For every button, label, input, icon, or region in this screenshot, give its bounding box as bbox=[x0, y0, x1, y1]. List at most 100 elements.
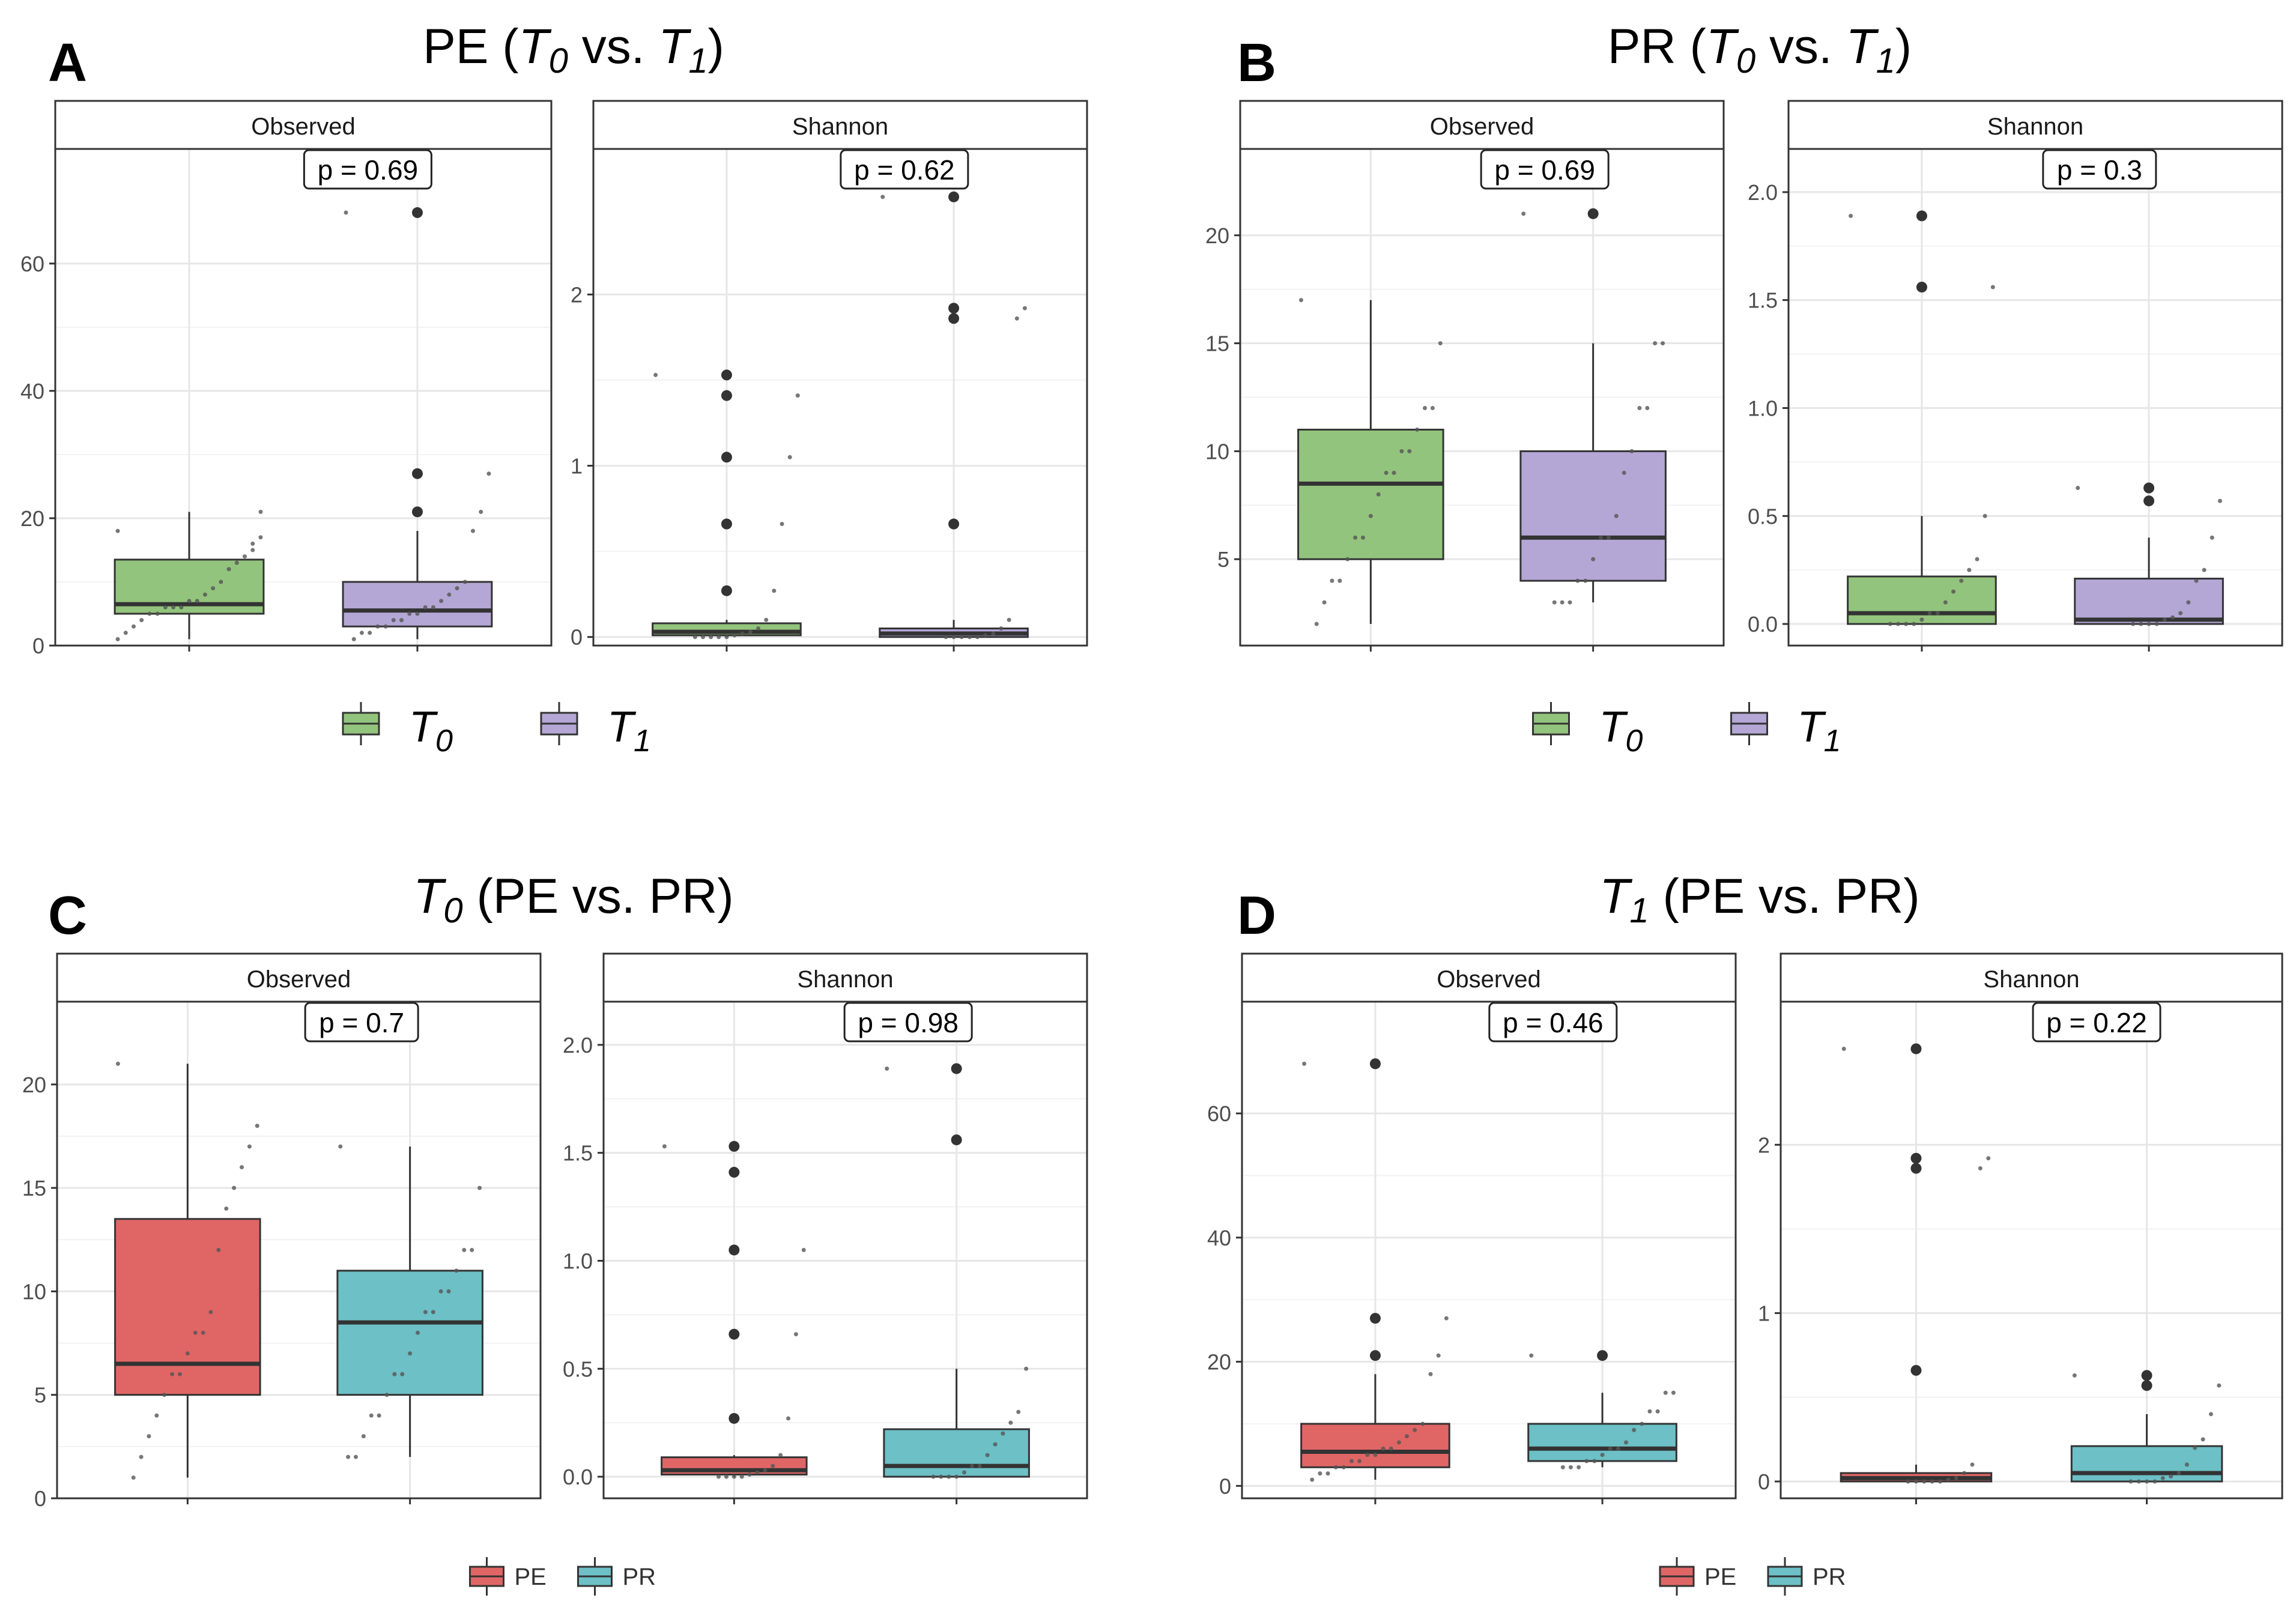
title-time-symbol: T bbox=[658, 19, 691, 74]
jitter-point bbox=[885, 1066, 889, 1071]
legend: T0 T1 bbox=[342, 702, 651, 758]
box-pe bbox=[114, 1061, 261, 1480]
jitter-point bbox=[724, 635, 729, 640]
box-iqr bbox=[1519, 450, 1667, 582]
pvalue-label: p = 0.3 bbox=[2057, 154, 2142, 186]
jitter-point bbox=[155, 611, 160, 616]
jitter-point bbox=[163, 605, 168, 610]
jitter-point bbox=[431, 1310, 435, 1315]
jitter-point bbox=[954, 1474, 959, 1479]
jitter-point bbox=[1647, 1409, 1652, 1414]
jitter-point bbox=[147, 611, 152, 616]
outlier-point bbox=[1587, 208, 1599, 219]
jitter-point bbox=[2184, 1462, 2189, 1467]
jitter-point bbox=[1365, 1453, 1370, 1457]
jitter-point bbox=[131, 1475, 136, 1480]
jitter-point bbox=[2193, 1445, 2198, 1450]
legend: PE PR bbox=[1659, 1557, 1846, 1596]
jitter-point bbox=[250, 548, 255, 552]
jitter-point bbox=[346, 1454, 351, 1459]
jitter-point bbox=[1930, 1479, 1934, 1484]
jitter-point bbox=[1007, 617, 1011, 622]
plot-background bbox=[593, 149, 1087, 646]
jitter-point bbox=[407, 611, 412, 616]
jitter-point bbox=[1608, 1446, 1613, 1451]
jitter-point bbox=[154, 1413, 159, 1418]
legend-label: T0 bbox=[409, 703, 453, 758]
jitter-point bbox=[115, 1061, 120, 1066]
y-tick-label: 1.5 bbox=[1748, 288, 1778, 313]
box-pr bbox=[883, 1063, 1030, 1479]
box-pe bbox=[661, 1140, 808, 1479]
jitter-point bbox=[1552, 600, 1557, 605]
outlier-point bbox=[728, 1244, 740, 1256]
box-iqr bbox=[1847, 575, 1997, 625]
jitter-point bbox=[115, 528, 120, 533]
jitter-point bbox=[1389, 1446, 1393, 1451]
jitter-point bbox=[234, 560, 239, 565]
legend-key bbox=[577, 1557, 613, 1596]
jitter-point bbox=[1959, 578, 1964, 583]
y-tick-label: 15 bbox=[1205, 331, 1229, 356]
jitter-point bbox=[1927, 611, 1932, 616]
jitter-point bbox=[1568, 1465, 1573, 1469]
jitter-point bbox=[1967, 567, 1972, 572]
jitter-point bbox=[1373, 1453, 1378, 1457]
jitter-point bbox=[399, 618, 404, 623]
jitter-point bbox=[479, 509, 483, 514]
jitter-point bbox=[171, 605, 176, 610]
y-tick-label: 20 bbox=[22, 1073, 46, 1097]
jitter-point bbox=[247, 1144, 252, 1149]
y-tick-label: 1 bbox=[571, 454, 583, 479]
legend-key bbox=[1767, 1557, 1803, 1596]
jitter-point bbox=[1645, 405, 1650, 410]
jitter-point bbox=[1584, 1459, 1589, 1463]
jitter-point bbox=[1849, 213, 1853, 218]
jitter-point bbox=[2139, 622, 2143, 626]
y-tick-label: 1.0 bbox=[1748, 396, 1778, 420]
panel-letter: D bbox=[1237, 886, 1276, 946]
y-tick-label: 0 bbox=[34, 1486, 46, 1511]
jitter-point bbox=[1436, 1353, 1441, 1358]
jitter-point bbox=[1423, 405, 1428, 410]
plot-border bbox=[1780, 1000, 2283, 1500]
jitter-point bbox=[2217, 498, 2222, 503]
pvalue-label-box bbox=[1480, 149, 1610, 190]
pvalue-label: p = 0.7 bbox=[319, 1007, 404, 1038]
outlier-point bbox=[1369, 1350, 1381, 1361]
jitter-point bbox=[1302, 1061, 1307, 1066]
legend-label: PR bbox=[1813, 1564, 1846, 1590]
jitter-point bbox=[250, 541, 255, 546]
jitter-point bbox=[1622, 470, 1626, 475]
jitter-point bbox=[1922, 1479, 1927, 1484]
outlier-point bbox=[411, 468, 423, 479]
legend-label: PR bbox=[623, 1564, 656, 1590]
legend-label-subscript: 0 bbox=[435, 724, 453, 758]
jitter-point bbox=[447, 592, 452, 597]
jitter-point bbox=[692, 635, 697, 640]
jitter-point bbox=[195, 599, 199, 604]
y-tick-label: 0.0 bbox=[563, 1465, 593, 1489]
jitter-point bbox=[361, 1434, 366, 1439]
jitter-point bbox=[716, 1474, 721, 1479]
facet-strip bbox=[1241, 952, 1737, 1003]
jitter-point bbox=[344, 210, 348, 215]
jitter-point bbox=[438, 1289, 443, 1294]
jitter-point bbox=[1935, 611, 1940, 616]
facet-shannon: Shannon p = 0.62 0 1 2 bbox=[571, 100, 1088, 652]
jitter-point bbox=[216, 1248, 221, 1252]
title-time-symbol: T bbox=[1706, 19, 1739, 74]
jitter-point bbox=[1663, 1390, 1668, 1395]
legend: PE PR bbox=[469, 1557, 656, 1596]
jitter-point bbox=[1396, 1440, 1401, 1445]
jitter-point bbox=[415, 611, 420, 616]
jitter-point bbox=[240, 1165, 244, 1170]
box-pr bbox=[1527, 1350, 1677, 1469]
jitter-point bbox=[709, 635, 713, 640]
jitter-point bbox=[1599, 535, 1604, 540]
jitter-point bbox=[748, 629, 753, 634]
pvalue-label-box bbox=[304, 1002, 419, 1043]
pvalue-label-box bbox=[840, 149, 969, 190]
jitter-point bbox=[423, 1310, 428, 1315]
